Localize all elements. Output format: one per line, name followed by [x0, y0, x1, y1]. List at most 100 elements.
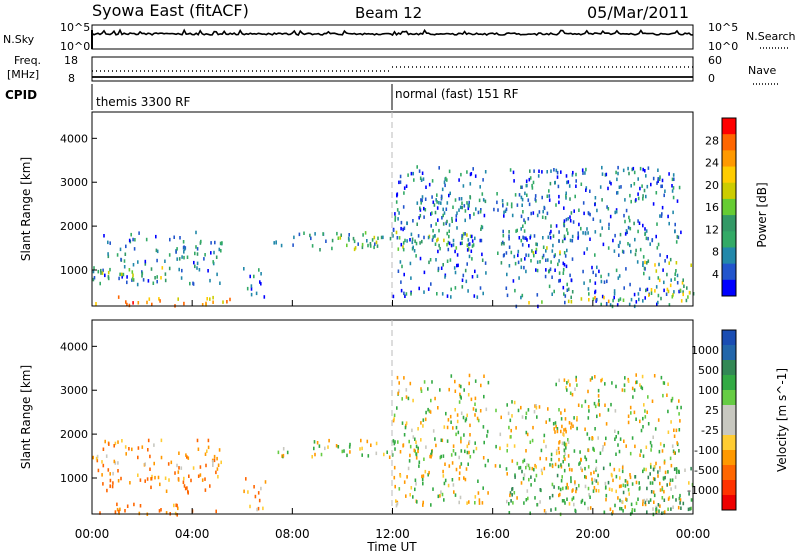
heatmap-cell [577, 403, 580, 407]
heatmap-cell [116, 507, 119, 512]
heatmap-cell [620, 500, 623, 504]
heatmap-cell [183, 255, 185, 260]
x-tick-label: 04:00 [175, 527, 210, 541]
heatmap-cell [539, 488, 542, 492]
heatmap-cell [627, 379, 630, 383]
heatmap-cell [402, 227, 404, 232]
heatmap-cell [520, 214, 523, 219]
heatmap-cell [617, 430, 620, 435]
heatmap-cell [640, 428, 643, 433]
heatmap-cell [676, 468, 678, 472]
heatmap-cell [668, 221, 670, 226]
heatmap-cell [527, 463, 530, 468]
heatmap-cell [614, 409, 617, 413]
heatmap-cell [554, 430, 556, 434]
heatmap-cell [554, 268, 556, 272]
heatmap-cell [644, 232, 646, 236]
heatmap-cell [665, 292, 668, 296]
heatmap-cell [561, 441, 564, 446]
heatmap-cell [468, 254, 471, 259]
heatmap-cell [673, 434, 676, 438]
heatmap-cell [553, 254, 556, 259]
heatmap-cell [690, 263, 692, 267]
heatmap-cell [566, 282, 568, 287]
heatmap-cell [636, 260, 639, 264]
heatmap-cell [637, 219, 639, 223]
heatmap-cell [553, 427, 555, 431]
heatmap-cell [452, 205, 454, 209]
heatmap-cell [477, 491, 480, 495]
heatmap-cell [473, 212, 475, 216]
heatmap-cell [309, 233, 311, 238]
heatmap-cell [160, 276, 162, 280]
heatmap-cell [673, 428, 675, 432]
heatmap-cell [618, 274, 621, 278]
heatmap-cell [520, 295, 522, 300]
heatmap-cell [470, 249, 473, 253]
heatmap-cell [205, 463, 207, 468]
heatmap-cell [520, 405, 522, 410]
heatmap-cell [607, 480, 610, 485]
heatmap-cell [206, 449, 208, 453]
heatmap-cell [534, 197, 537, 202]
heatmap-cell [616, 303, 619, 307]
heatmap-cell [653, 374, 656, 378]
heatmap-cell [661, 511, 663, 515]
heatmap-cell [454, 198, 457, 202]
heatmap-cell [624, 484, 627, 488]
heatmap-cell [563, 428, 565, 432]
heatmap-cell [646, 410, 648, 414]
heatmap-cell [207, 445, 210, 450]
heatmap-cell [168, 253, 171, 257]
heatmap-cell [646, 287, 649, 292]
heatmap-cell [618, 484, 621, 489]
heatmap-cell [569, 238, 572, 243]
heatmap-cell [566, 248, 568, 253]
heatmap-cell [464, 418, 467, 423]
heatmap-cell [634, 237, 636, 242]
heatmap-cell [562, 459, 564, 464]
heatmap-cell [563, 433, 565, 437]
heatmap-cell [154, 276, 156, 280]
heatmap-cell [680, 299, 683, 303]
heatmap-cell [464, 449, 466, 454]
heatmap-cell [183, 484, 186, 488]
heatmap-cell [424, 208, 427, 212]
heatmap-cell [642, 425, 644, 429]
heatmap-cell [687, 295, 689, 299]
heatmap-cell [466, 413, 468, 418]
heatmap-cell [156, 279, 158, 284]
heatmap-cell [533, 253, 535, 258]
heatmap-cell [529, 236, 531, 240]
heatmap-cell [466, 450, 469, 455]
heatmap-cell [558, 493, 560, 498]
heatmap-cell [104, 439, 106, 444]
heatmap-cell [630, 249, 632, 254]
heatmap-cell [478, 198, 481, 203]
heatmap-cell [448, 193, 450, 198]
power-heatmap-cells [92, 165, 695, 309]
colorbar-swatch [722, 405, 736, 421]
colorbar-tick-label: -500 [694, 464, 719, 477]
heatmap-cell [658, 509, 660, 513]
colorbar-tick-label: 16 [705, 201, 719, 214]
heatmap-cell [526, 193, 528, 197]
heatmap-cell [474, 174, 477, 178]
heatmap-cell [645, 236, 648, 241]
heatmap-cell [313, 446, 315, 451]
heatmap-cell [457, 263, 459, 268]
heatmap-cell [450, 420, 452, 424]
heatmap-cell [461, 278, 464, 282]
heatmap-cell [397, 247, 400, 251]
heatmap-cell [446, 178, 448, 182]
heatmap-cell [594, 427, 596, 431]
heatmap-cell [642, 261, 644, 265]
heatmap-cell [661, 496, 664, 500]
heatmap-cell [545, 444, 547, 449]
heatmap-cell [679, 493, 681, 498]
heatmap-cell [655, 234, 657, 239]
heatmap-cell [139, 478, 142, 482]
heatmap-cell [395, 499, 397, 503]
heatmap-cell [634, 252, 637, 257]
